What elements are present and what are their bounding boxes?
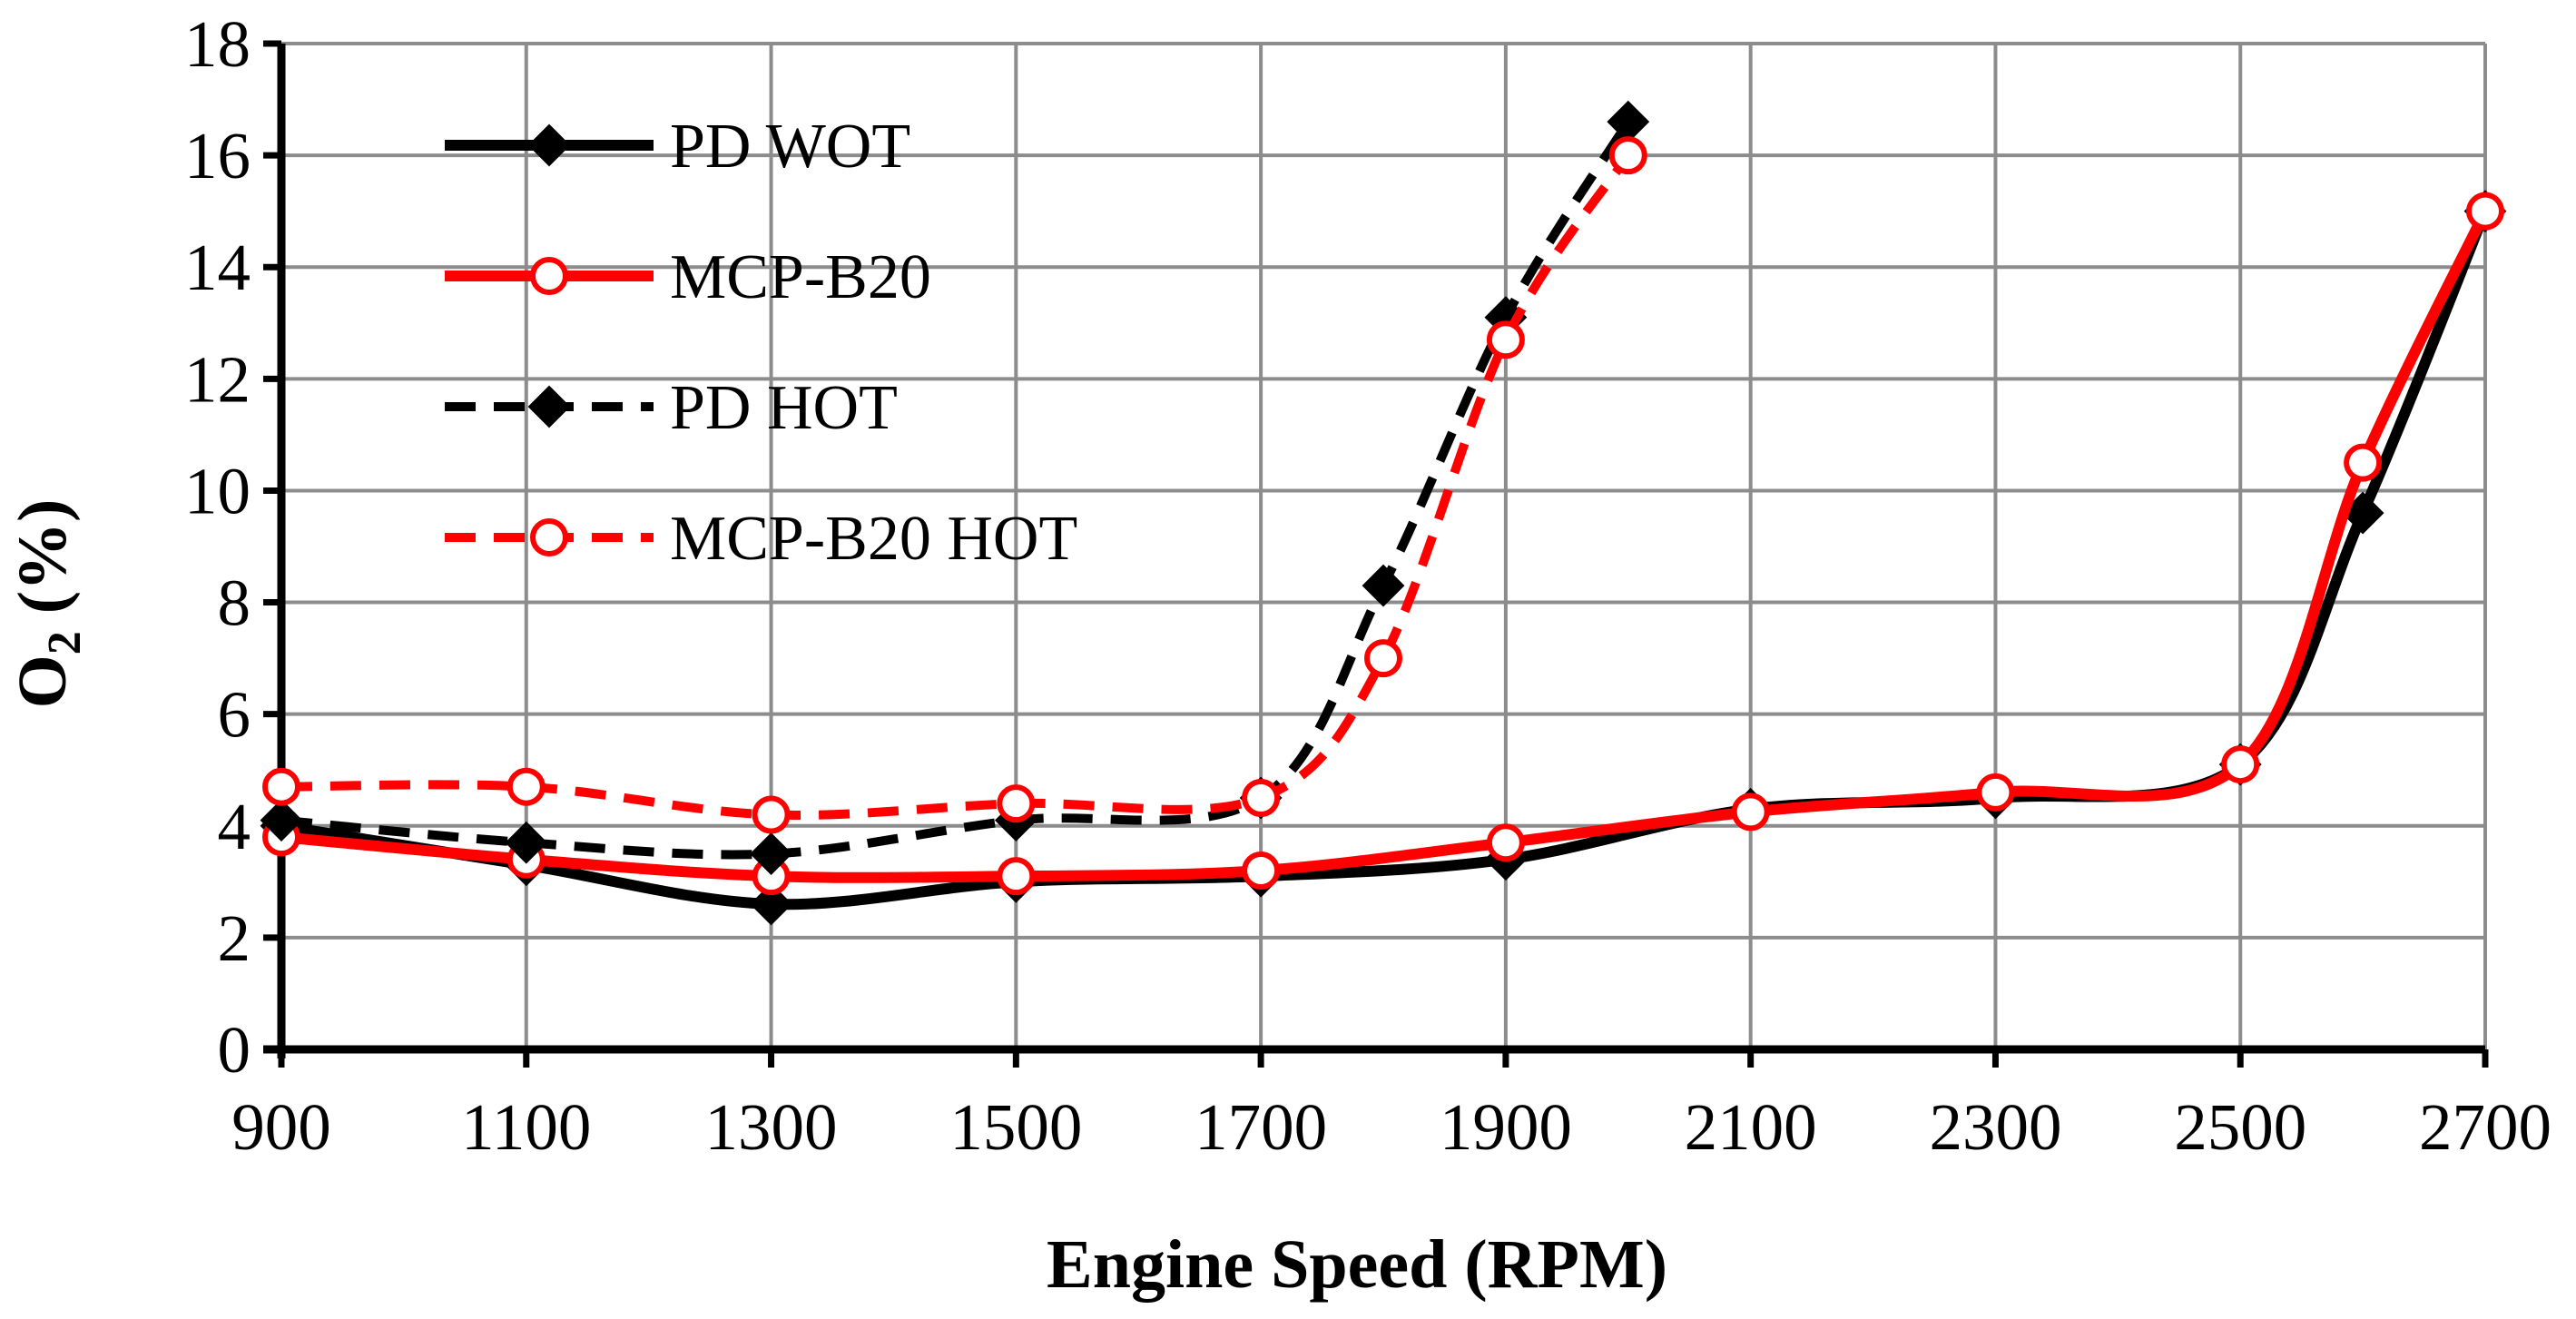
- data-point-2300: [1976, 773, 2015, 812]
- data-point-2500: [2221, 745, 2260, 784]
- tick-labels: 0 2 4 6 8 10 12 14 16 18 900 1100 1300 1500 1700 1900 21…: [184, 7, 2551, 1164]
- series-line: [280, 209, 2491, 883]
- legend-label: PD HOT: [670, 373, 898, 443]
- y-tick-label-6: 6: [218, 678, 251, 752]
- y-tick-label-8: 8: [218, 566, 251, 640]
- data-point-2100: [1731, 792, 1770, 832]
- data-point-1500: [997, 784, 1036, 823]
- legend: PD WOT MCP-B20 PD HOT MCP-B20 HOT: [445, 112, 1077, 574]
- y-tick-label-10: 10: [184, 454, 251, 527]
- data-point-900: [262, 767, 300, 806]
- series-line: [280, 119, 1633, 860]
- x-tick-label-1500: 1500: [949, 1090, 1082, 1164]
- data-point-1700: [1242, 779, 1281, 817]
- data-point-1300: [752, 795, 791, 834]
- data-point-1900: [1486, 823, 1525, 862]
- legend-marker: [527, 123, 571, 167]
- data-point-1300: [750, 882, 792, 926]
- y-tick-label-12: 12: [184, 342, 251, 416]
- data-point-1800: [1364, 639, 1402, 678]
- legend-label: MCP-B20 HOT: [670, 504, 1077, 574]
- data-point-1900: [1486, 320, 1525, 359]
- y-tick-label-18: 18: [184, 7, 251, 81]
- x-tick-label-1300: 1300: [705, 1090, 838, 1164]
- x-axis-title: Engine Speed (RPM): [1047, 1226, 1667, 1303]
- data-point-1100: [506, 767, 546, 806]
- x-tick-label-1700: 1700: [1195, 1090, 1327, 1164]
- y-tick-label-4: 4: [218, 790, 251, 863]
- series-lines: [260, 100, 2507, 926]
- y-axis-title-main: O: [5, 655, 81, 708]
- legend-label: MCP-B20: [670, 242, 931, 312]
- x-tick-label-2700: 2700: [2419, 1090, 2551, 1164]
- data-point-1800: [1362, 564, 1405, 607]
- legend-marker: [527, 385, 571, 428]
- y-tick-label-0: 0: [218, 1013, 251, 1087]
- data-point-2000: [1608, 136, 1647, 175]
- legend-item-4: MCP-B20 HOT: [445, 504, 1077, 574]
- x-tick-label-2500: 2500: [2174, 1090, 2306, 1164]
- data-point-1300: [750, 832, 792, 875]
- y-tick-label-2: 2: [218, 901, 251, 975]
- data-point-1700: [1242, 851, 1281, 891]
- data-point-900: [260, 799, 303, 842]
- x-tick-label-900: 900: [231, 1090, 331, 1164]
- y-axis-title-suffix: (%): [5, 499, 81, 632]
- y-axis-title: O2 (%): [5, 499, 91, 709]
- x-tick-label-2100: 2100: [1685, 1090, 1817, 1164]
- y-axis-title-subscript: 2: [39, 631, 91, 655]
- legend-item-1: PD WOT: [445, 112, 910, 182]
- axes: [263, 40, 2489, 1068]
- data-point-2600: [2344, 443, 2383, 482]
- legend-label: PD WOT: [670, 112, 910, 182]
- legend-item-3: PD HOT: [445, 373, 898, 443]
- x-tick-label-2300: 2300: [1929, 1090, 2061, 1164]
- series-mcp-b20-hot: [262, 136, 1647, 834]
- y-tick-label-16: 16: [184, 119, 251, 192]
- data-point-2700: [2466, 192, 2504, 231]
- x-tick-label-1100: 1100: [461, 1090, 591, 1164]
- y-tick-label-14: 14: [184, 231, 251, 304]
- data-point-1500: [997, 857, 1036, 896]
- legend-marker: [530, 518, 568, 556]
- x-tick-label-1900: 1900: [1440, 1090, 1572, 1164]
- data-point-1100: [505, 821, 548, 864]
- legend-item-2: MCP-B20: [445, 242, 931, 312]
- legend-marker: [530, 257, 568, 295]
